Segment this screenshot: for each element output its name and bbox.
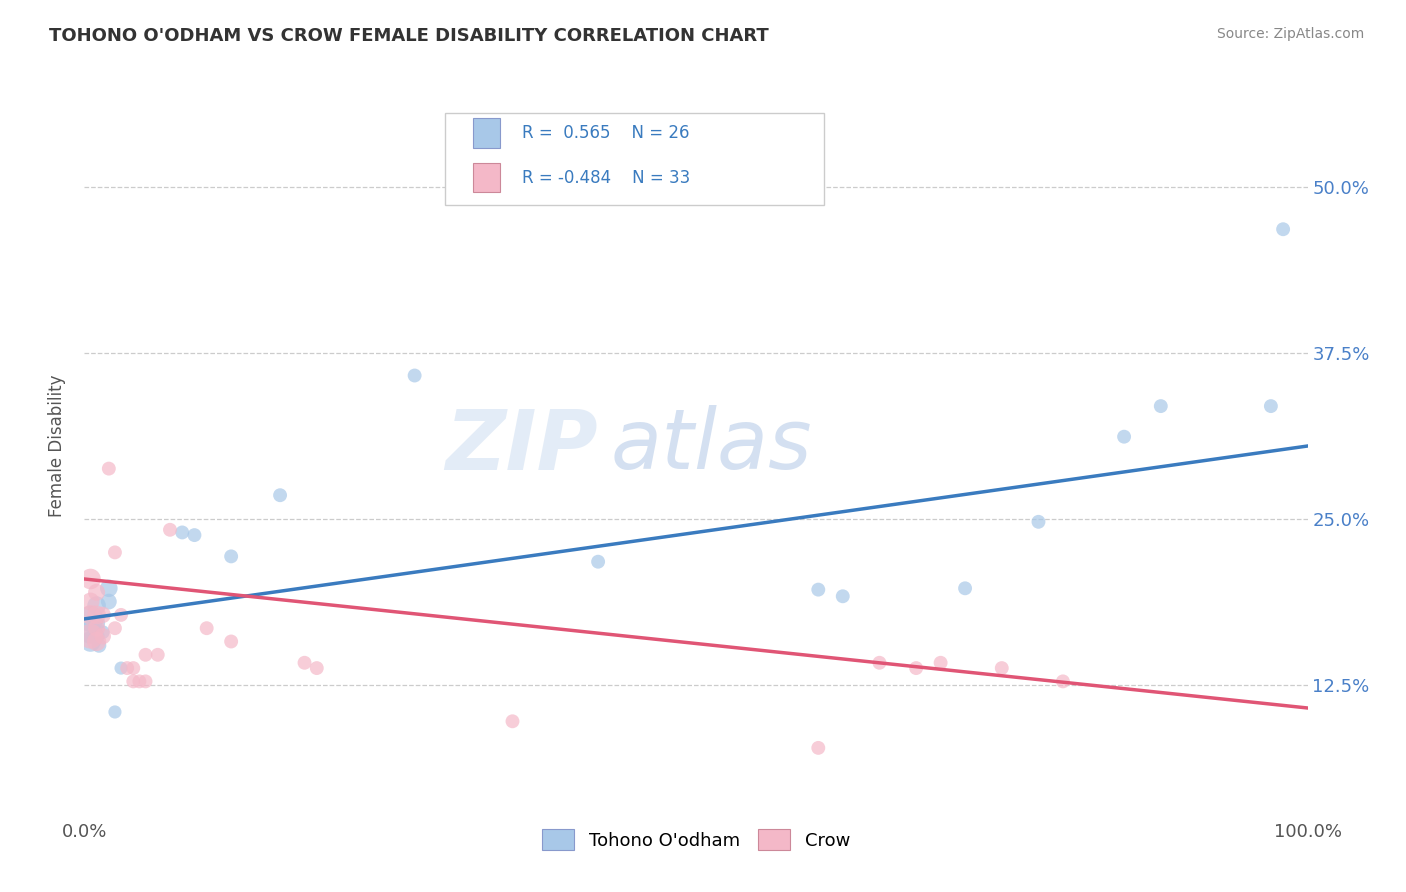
Point xyxy=(294,656,316,670)
Point xyxy=(1114,430,1136,444)
Point xyxy=(110,607,132,622)
Text: Source: ZipAtlas.com: Source: ZipAtlas.com xyxy=(1216,27,1364,41)
Text: TOHONO O'ODHAM VS CROW FEMALE DISABILITY CORRELATION CHART: TOHONO O'ODHAM VS CROW FEMALE DISABILITY… xyxy=(49,27,769,45)
Point xyxy=(219,634,242,648)
Point xyxy=(104,705,127,719)
Point xyxy=(305,661,328,675)
Point xyxy=(404,368,426,383)
Point xyxy=(991,661,1014,675)
Text: atlas: atlas xyxy=(610,406,813,486)
Point xyxy=(79,629,101,643)
Point xyxy=(135,648,157,662)
Point xyxy=(97,582,120,596)
FancyBboxPatch shape xyxy=(474,119,501,147)
Point xyxy=(79,625,101,640)
Text: R = -0.484    N = 33: R = -0.484 N = 33 xyxy=(522,169,690,186)
Point xyxy=(86,629,108,643)
Point xyxy=(115,661,138,675)
Point xyxy=(79,572,101,586)
Point xyxy=(104,621,127,635)
Point xyxy=(1150,399,1173,413)
Point xyxy=(128,674,150,689)
Point xyxy=(219,549,242,564)
Point xyxy=(135,674,157,689)
Point xyxy=(79,594,101,608)
Point xyxy=(122,674,145,689)
Point xyxy=(91,625,114,640)
Text: R =  0.565    N = 26: R = 0.565 N = 26 xyxy=(522,124,690,142)
Point xyxy=(1052,674,1074,689)
Point xyxy=(269,488,291,502)
Point xyxy=(91,607,114,622)
Point xyxy=(807,582,830,597)
Point xyxy=(110,661,132,675)
Point xyxy=(1260,399,1282,413)
Point xyxy=(97,594,120,608)
Point xyxy=(79,634,101,648)
Y-axis label: Female Disability: Female Disability xyxy=(48,375,66,517)
Point xyxy=(86,621,108,635)
Point xyxy=(104,545,127,559)
FancyBboxPatch shape xyxy=(446,113,824,204)
Point xyxy=(172,525,194,540)
Point xyxy=(1028,515,1050,529)
Point xyxy=(79,612,101,626)
Point xyxy=(86,599,108,613)
FancyBboxPatch shape xyxy=(474,163,501,192)
Point xyxy=(86,615,108,630)
Point xyxy=(1272,222,1295,236)
Point xyxy=(183,528,205,542)
Point xyxy=(807,740,830,755)
Point xyxy=(929,656,952,670)
Point xyxy=(502,714,524,729)
Point xyxy=(97,461,120,475)
Point xyxy=(87,639,110,653)
Point xyxy=(122,661,145,675)
Point xyxy=(79,607,101,622)
Point xyxy=(195,621,218,635)
Point xyxy=(146,648,169,662)
Point xyxy=(905,661,928,675)
Point xyxy=(86,607,108,622)
Point xyxy=(953,582,976,596)
Point xyxy=(91,629,114,643)
Point xyxy=(831,589,853,603)
Legend: Tohono O'odham, Crow: Tohono O'odham, Crow xyxy=(534,822,858,857)
Point xyxy=(86,585,108,599)
Point xyxy=(159,523,181,537)
Point xyxy=(869,656,891,670)
Text: ZIP: ZIP xyxy=(446,406,598,486)
Point xyxy=(86,634,108,648)
Point xyxy=(586,555,609,569)
